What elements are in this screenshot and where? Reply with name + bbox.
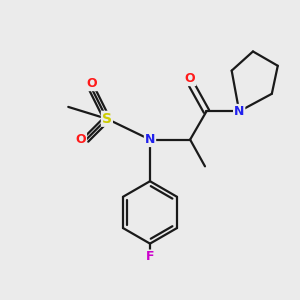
Text: O: O <box>185 72 195 85</box>
Text: S: S <box>102 112 112 126</box>
Text: F: F <box>146 250 154 263</box>
Text: N: N <box>234 105 244 118</box>
Text: N: N <box>145 133 155 146</box>
Text: O: O <box>87 77 98 90</box>
Text: O: O <box>75 133 86 146</box>
